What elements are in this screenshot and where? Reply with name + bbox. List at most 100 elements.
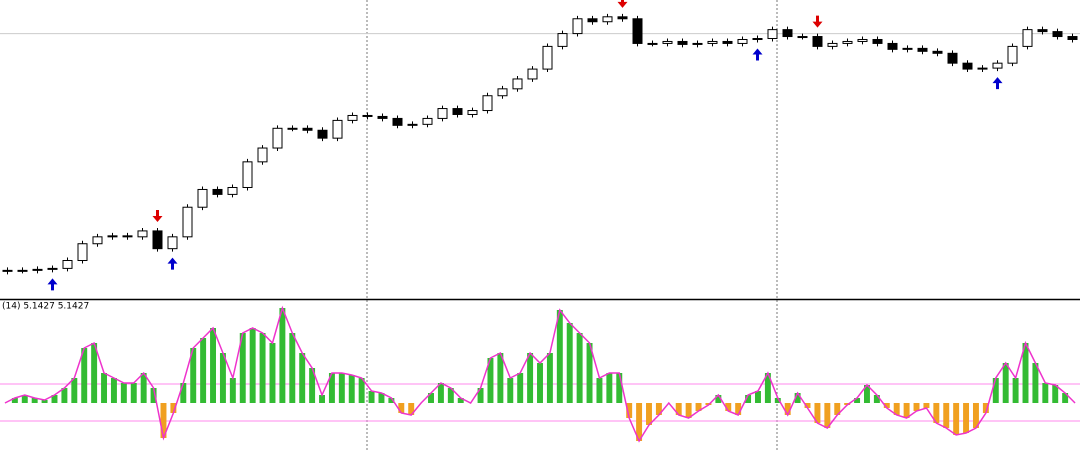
histogram-bar [348,375,355,403]
candle-body [257,147,268,163]
histogram-bar [586,343,593,403]
candle-body [1022,29,1033,47]
candle-body [227,186,238,195]
buy-arrow [47,278,58,291]
histogram-bar [834,403,841,415]
histogram-bar [903,403,910,418]
candle-body [392,117,403,126]
candle-body [857,38,868,42]
histogram-bar [487,358,494,403]
sell-arrow [152,209,163,222]
histogram-bar [319,395,325,403]
histogram-bar [735,403,742,415]
histogram-bar [745,395,752,403]
histogram-bar [437,383,444,403]
candle-body [527,68,538,80]
candle-body [572,18,583,35]
histogram-bar [755,391,761,403]
candle-body [917,47,928,52]
histogram-bar [150,388,157,403]
candle-body [617,16,628,20]
histogram-bar [259,333,266,403]
histogram-bar [81,348,88,403]
histogram-bar [1052,385,1059,403]
histogram-bar [774,398,781,403]
sell-arrow [812,15,823,28]
histogram-bar [120,383,127,403]
candle-body [182,206,193,238]
candle-body [362,114,373,117]
buy-arrow [752,48,763,61]
candle-body [107,235,118,238]
candle-body [272,127,283,149]
histogram-bar [289,333,296,403]
indicator-label: (14) 5.1427 5.1427 [2,302,89,312]
histogram-bar [378,393,385,403]
candle-body [1067,36,1078,40]
candle-body [152,230,163,250]
histogram-bar [854,398,861,403]
histogram-bar [873,395,880,403]
histogram-bar [646,403,652,425]
candle-body [947,52,958,64]
candle-body [62,260,73,269]
histogram-bar [229,378,236,403]
histogram-bar [1002,363,1009,403]
candle-body [977,67,988,70]
candle-body [542,45,553,70]
histogram-bar [200,338,207,403]
candle-body [482,95,493,112]
histogram-bar [606,373,613,403]
histogram-bar [596,378,603,403]
candle-body [467,110,478,115]
candle-body [752,38,763,41]
candle-body [452,108,463,115]
histogram-bar [675,403,682,415]
histogram-bar [764,373,771,403]
histogram-bar [933,403,940,423]
histogram-bar [219,353,226,403]
histogram-bar [893,403,900,415]
histogram-bar [844,403,851,405]
histogram-bar [358,378,365,403]
candle-body [1052,31,1063,38]
histogram-bar [655,403,662,415]
histogram-bar [972,403,979,428]
histogram-bar [1012,378,1019,403]
histogram-bar [953,403,960,435]
candle-body [2,269,13,272]
histogram-bar [636,403,643,441]
histogram-bar [91,343,98,403]
histogram-bar [368,391,375,403]
histogram-bar [517,373,524,403]
histogram-bar [328,373,335,403]
candle-body [632,18,643,44]
candle-body [497,88,508,97]
histogram-bar [943,403,950,428]
histogram-bar [130,383,137,403]
candle-body [797,36,808,39]
candle-body [47,267,58,270]
candle-body [377,115,388,119]
candle-body [782,29,793,38]
candle-body [242,161,253,188]
histogram-bar [398,403,405,413]
histogram-bar [982,403,989,413]
candle-body [992,62,1003,69]
histogram-bar [428,393,434,403]
candle-body [212,188,223,195]
histogram-bar [685,403,692,418]
histogram-bar [725,403,732,411]
histogram-bar [239,333,246,403]
histogram-bar [457,398,464,403]
candle-body [827,42,838,47]
candle-body [662,40,673,44]
histogram-bar [31,398,38,403]
histogram-bar [1022,343,1029,403]
candle-body [422,117,433,125]
histogram-bar [695,403,702,411]
candle-body [287,127,298,130]
candle-body [317,129,328,139]
histogram-bar [616,373,623,403]
